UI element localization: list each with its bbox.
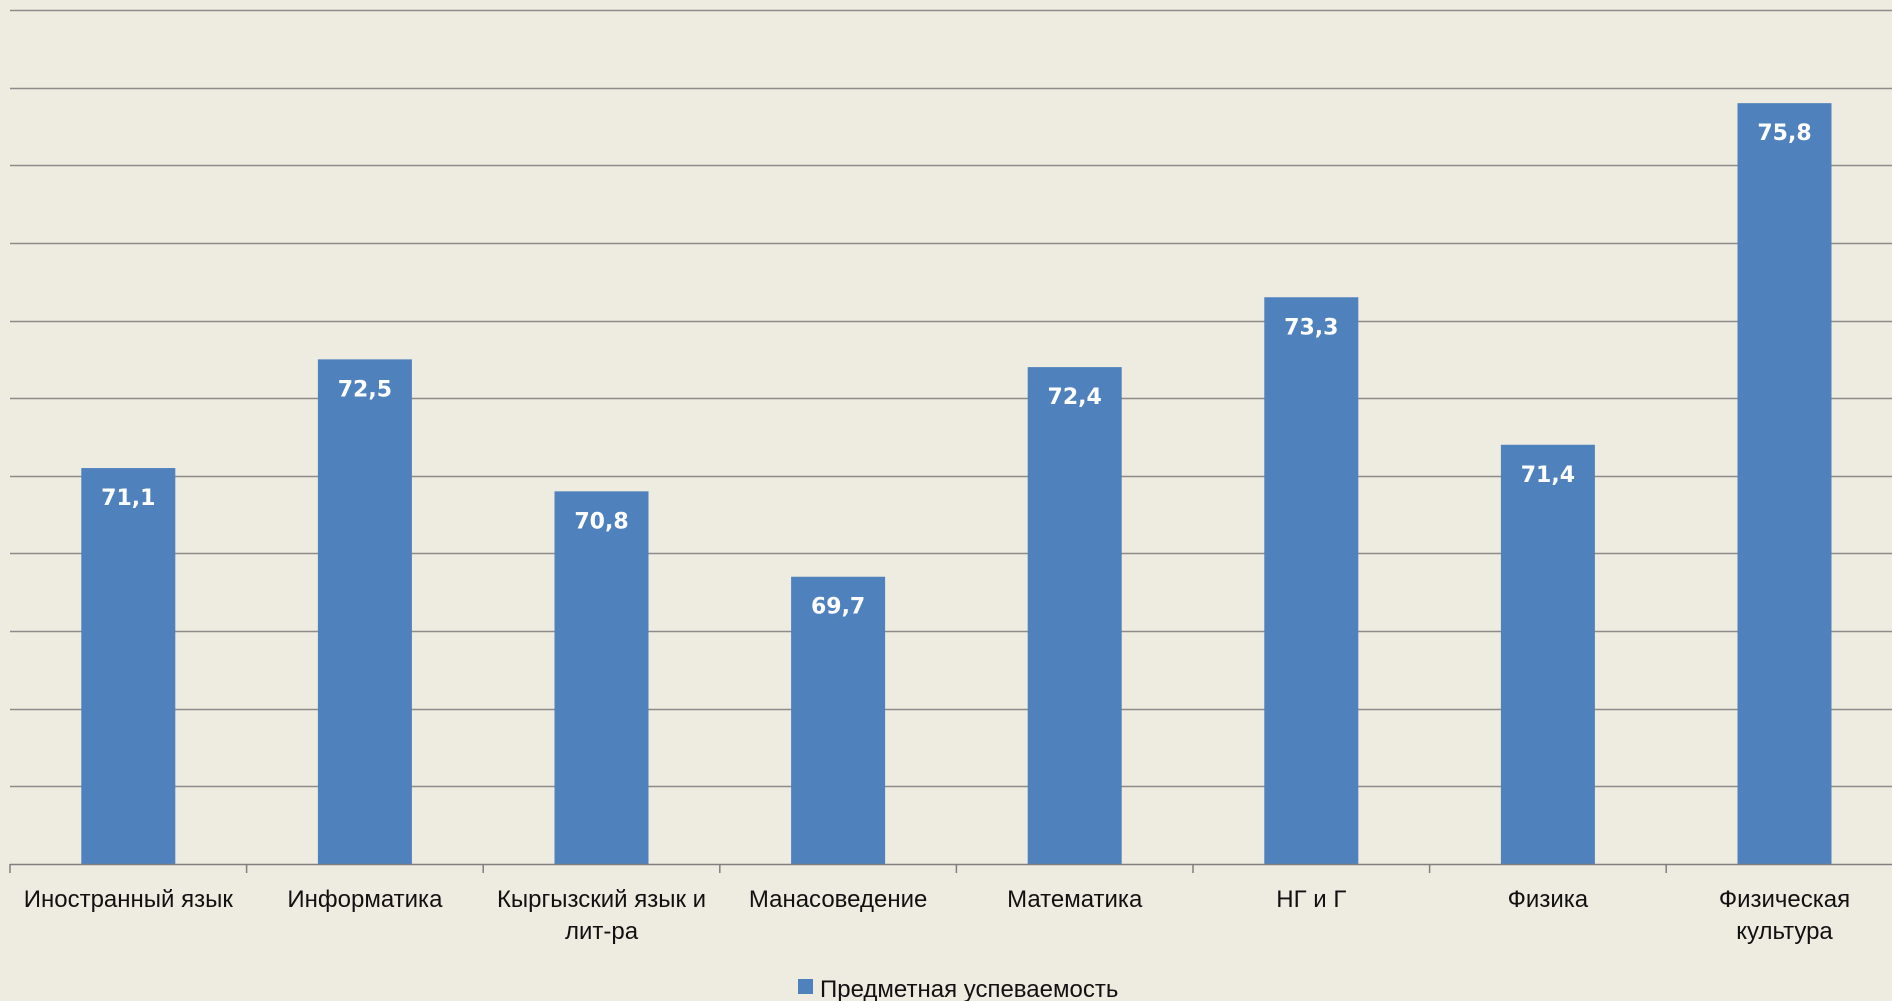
x-tick-label: Кыргызский язык и лит-ра <box>497 886 706 945</box>
x-tick-label: НГ и Г <box>1276 886 1346 913</box>
data-label: 69,7 <box>811 595 865 620</box>
x-tick-label: Информатика <box>287 886 443 913</box>
data-label: 71,1 <box>101 486 155 511</box>
legend-label: Предметная успеваемость <box>820 976 1118 1001</box>
x-tick-label: Манасоведение <box>749 886 928 913</box>
data-label: 71,4 <box>1521 463 1575 488</box>
data-label: 70,8 <box>574 509 628 534</box>
x-tick-label: Иностранный язык <box>24 886 234 913</box>
gridlines <box>10 9 1892 788</box>
bar <box>81 468 176 864</box>
x-axis <box>9 863 1892 873</box>
bar <box>554 491 649 864</box>
data-label: 75,8 <box>1757 121 1811 146</box>
bar <box>791 576 886 864</box>
data-label: 72,5 <box>338 377 392 402</box>
data-labels: 71,1 72,5 70,8 69,7 72,4 73,3 71,4 75,8 <box>101 121 1811 620</box>
bar <box>317 359 412 864</box>
legend-swatch <box>798 979 813 994</box>
bars-group <box>81 103 1832 865</box>
bar <box>1264 297 1359 865</box>
bar <box>1027 367 1122 864</box>
x-tick-label: Физика <box>1508 886 1589 913</box>
data-label: 73,3 <box>1284 315 1338 340</box>
legend: Предметная успеваемость <box>798 976 1118 1001</box>
bar <box>1500 444 1595 864</box>
x-tick-labels: Иностранный язык Информатика Кыргызский яз… <box>24 886 1850 945</box>
x-tick-label: Физическая культура <box>1719 886 1850 945</box>
x-tick-label: Математика <box>1007 886 1143 913</box>
data-label: 72,4 <box>1048 385 1102 410</box>
bar <box>1737 103 1832 864</box>
